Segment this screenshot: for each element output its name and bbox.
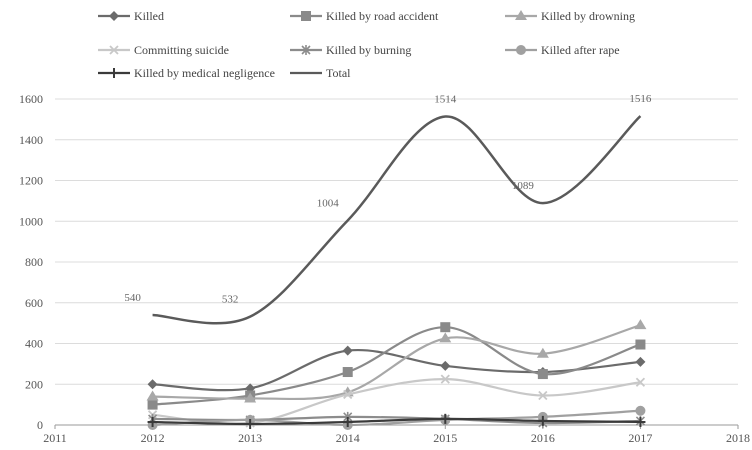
x-tick-label: 2011 (43, 431, 67, 445)
x-tick-label: 2018 (726, 431, 750, 445)
data-label: 1514 (434, 94, 457, 106)
legend-item: Committing suicide (98, 43, 229, 57)
y-axis: 0 200 400 600 800 1000 1200 1400 1600 (19, 92, 43, 432)
legend-item: Killed by medical negligence (98, 66, 275, 80)
data-label: 1516 (629, 93, 652, 105)
data-point (440, 413, 451, 424)
legend-label: Killed by burning (326, 43, 411, 57)
data-label: 1004 (317, 197, 340, 209)
legend-label: Killed by road accident (326, 9, 439, 23)
legend-label: Killed (134, 9, 164, 23)
legend-item: Killed by burning (290, 43, 411, 57)
legend-swatch-marker (109, 68, 119, 78)
data-point (634, 319, 647, 330)
data-label: 540 (124, 292, 141, 304)
data-point (147, 399, 158, 410)
legend-swatch-marker (301, 11, 311, 21)
legend-swatch-marker (109, 11, 119, 21)
data-point (147, 416, 158, 427)
x-tick-label: 2017 (628, 431, 652, 445)
y-tick-label: 1600 (19, 92, 43, 106)
legend-item: Killed by road accident (290, 9, 439, 23)
data-point (538, 390, 548, 401)
legend-swatch-marker (301, 45, 311, 55)
series-killed-by-road-accident (147, 322, 646, 410)
data-point (537, 369, 548, 380)
data-point (342, 416, 353, 427)
legend-item: Total (290, 66, 351, 80)
data-point (635, 416, 646, 427)
data-label: 532 (222, 294, 239, 306)
data-point (440, 322, 451, 333)
series-killed-by-drowning (146, 319, 647, 403)
data-point (343, 389, 353, 400)
legend-label: Killed after rape (541, 43, 620, 57)
series-line (152, 115, 642, 325)
series-line (152, 417, 641, 426)
data-point (146, 390, 159, 401)
legend-swatch-marker (515, 10, 527, 20)
data-point (342, 367, 353, 378)
y-tick-label: 400 (25, 337, 43, 351)
data-label: 1089 (512, 180, 535, 192)
x-tick-label: 2013 (238, 431, 262, 445)
data-point (440, 374, 450, 384)
series-killed (147, 345, 646, 394)
data-point (147, 379, 158, 390)
data-point (244, 392, 257, 403)
legend-swatch-marker (109, 45, 119, 55)
data-point (537, 415, 548, 426)
series-killed-by-medical-negligence (147, 413, 646, 429)
data-point (635, 377, 646, 387)
data-point (439, 332, 452, 343)
data-point (536, 347, 549, 358)
series-line (152, 348, 641, 392)
y-tick-label: 0 (37, 418, 43, 432)
legend-label: Committing suicide (134, 43, 229, 57)
y-tick-label: 1200 (19, 174, 43, 188)
gridlines (55, 98, 738, 426)
series-line (152, 409, 641, 427)
data-point (635, 356, 646, 367)
legend-label: Killed by medical negligence (134, 66, 275, 80)
x-tick-label: 2012 (141, 431, 165, 445)
data-point (635, 405, 646, 416)
x-tick-label: 2015 (433, 431, 457, 445)
legend-label: Killed by drowning (541, 9, 635, 23)
legend-item: Killed by drowning (505, 9, 635, 23)
data-point (635, 339, 646, 350)
series-total: 540 532 1004 1514 1089 1516 (124, 93, 652, 325)
y-tick-label: 1400 (19, 133, 43, 147)
data-point (245, 418, 256, 429)
x-tick-label: 2014 (336, 431, 360, 445)
legend-item: Killed (98, 9, 164, 23)
legend-swatch-marker (516, 45, 526, 55)
legend-label: Total (326, 66, 351, 80)
y-tick-label: 200 (25, 377, 43, 391)
y-tick-label: 800 (25, 255, 43, 269)
data-point (342, 345, 353, 356)
x-tick-label: 2016 (531, 431, 555, 445)
legend: Killed Killed by road accident Killed by d… (98, 9, 635, 80)
y-tick-label: 1000 (19, 214, 43, 228)
y-tick-label: 600 (25, 296, 43, 310)
series-line (152, 324, 641, 401)
legend-item: Killed after rape (505, 43, 620, 57)
data-point (440, 360, 451, 371)
